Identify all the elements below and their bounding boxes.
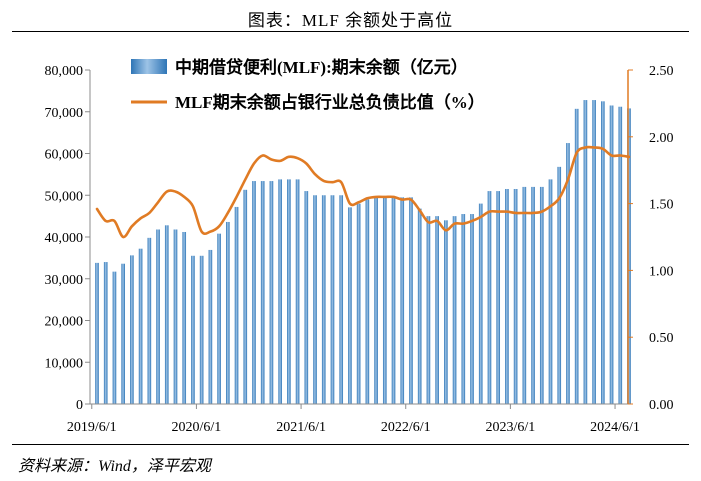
line-series [95, 145, 631, 239]
mlf-balance-bar [269, 181, 274, 404]
mlf-balance-bar [225, 221, 230, 404]
mlf-balance-bar [496, 191, 501, 404]
left-tick-label: 20,000 [45, 315, 84, 330]
mlf-balance-bar [321, 195, 326, 404]
right-tick-label: 2.00 [649, 131, 674, 146]
mlf-balance-bar [95, 262, 99, 404]
axes: 0 10,000 20,000 30,000 40,000 50,000 60,000 70,… [45, 64, 674, 435]
mlf-balance-bar [461, 214, 466, 404]
mlf-balance-bar [478, 203, 483, 404]
mlf-balance-bar [566, 143, 570, 404]
mlf-balance-bar [304, 191, 309, 404]
mlf-balance-bar [147, 237, 152, 404]
mlf-balance-bar [313, 195, 317, 404]
mlf-balance-bar [382, 197, 387, 404]
mlf-balance-bar [531, 186, 535, 404]
mlf-balance-bar [295, 179, 300, 404]
mlf-balance-bar [618, 106, 623, 405]
mlf-balance-bar [164, 225, 169, 404]
legend-bar-label: 中期借贷便利(MLF):期末余额（亿元） [175, 57, 468, 77]
mlf-balance-bar [156, 229, 160, 404]
mlf-balance-bar [592, 100, 596, 404]
mlf-balance-bar [409, 197, 413, 404]
mlf-balance-bar [522, 186, 527, 404]
left-tick-label: 40,000 [45, 231, 84, 246]
mlf-balance-bar [426, 216, 431, 405]
right-tick-label: 1.50 [649, 198, 674, 213]
right-tick-label: 0.50 [649, 331, 674, 346]
legend: 中期借贷便利(MLF):期末余额（亿元） MLF期末余额占银行业总负债比值（%） [131, 57, 485, 112]
mlf-balance-bar [400, 197, 405, 404]
mlf-balance-bar [574, 108, 579, 404]
mlf-balance-bar [252, 181, 256, 404]
mlf-balance-bar [391, 197, 396, 404]
mlf-balance-bar [339, 195, 344, 404]
left-tick-label: 70,000 [45, 106, 84, 121]
mlf-balance-bar [138, 248, 143, 404]
legend-line-label: MLF期末余额占银行业总负债比值（%） [175, 92, 485, 112]
mlf-ratio-line [95, 145, 631, 239]
mlf-balance-bar [487, 191, 492, 404]
mlf-balance-bar [417, 208, 422, 404]
mlf-balance-bar [217, 233, 221, 404]
mlf-balance-bar [234, 206, 239, 404]
mlf-balance-bar [182, 231, 187, 404]
mlf-balance-bar [557, 166, 562, 404]
legend-bar-swatch [131, 59, 167, 74]
left-tick-label: 0 [76, 398, 83, 413]
mlf-balance-bar [609, 105, 614, 405]
chart-title: 图表：MLF 余额处于高位 [247, 11, 454, 30]
mlf-balance-bar [287, 179, 291, 404]
mlf-balance-bar [513, 188, 518, 404]
left-tick-label: 10,000 [45, 356, 84, 371]
mlf-balance-bar [130, 255, 134, 404]
mlf-balance-bar [260, 181, 265, 404]
mlf-balance-bar [435, 216, 439, 405]
mlf-balance-bar [452, 216, 457, 405]
left-tick-label: 30,000 [45, 273, 84, 288]
mlf-balance-bar [505, 188, 509, 404]
mlf-balance-bar [112, 271, 117, 404]
mlf-balance-bar [121, 263, 125, 404]
mlf-balance-bar [548, 179, 553, 404]
left-tick-label: 60,000 [45, 148, 84, 163]
x-tick-label: 2021/6/1 [276, 420, 326, 435]
mlf-balance-bar [365, 199, 370, 404]
x-tick-label: 2020/6/1 [172, 420, 222, 435]
x-tick-label: 2024/6/1 [590, 420, 640, 435]
mlf-balance-bar [356, 203, 361, 404]
mlf-balance-bar [374, 197, 378, 404]
x-tick-label: 2022/6/1 [381, 420, 431, 435]
mlf-balance-bar [278, 179, 282, 404]
mlf-balance-bar [444, 220, 448, 404]
right-tick-label: 1.00 [649, 264, 674, 279]
mlf-balance-bar [539, 186, 544, 404]
bar-series [95, 100, 631, 405]
right-tick-label: 0.00 [649, 398, 674, 413]
left-tick-label: 80,000 [45, 64, 84, 79]
mlf-balance-bar [103, 262, 108, 404]
mlf-balance-bar [348, 207, 352, 404]
mlf-balance-bar [208, 249, 213, 404]
mlf-balance-bar [583, 100, 588, 404]
mlf-balance-bar [199, 255, 204, 404]
x-tick-label: 2019/6/1 [67, 420, 117, 435]
mlf-balance-bar [243, 189, 248, 404]
right-tick-label: 2.50 [649, 64, 674, 79]
x-tick-label: 2023/6/1 [485, 420, 535, 435]
mlf-balance-bar [470, 214, 474, 404]
bottom-rule [12, 444, 689, 445]
mlf-balance-bar [173, 229, 178, 404]
mlf-balance-bar [601, 101, 605, 404]
top-rule [12, 31, 689, 32]
left-tick-label: 50,000 [45, 189, 84, 204]
mlf-balance-bar [330, 195, 335, 404]
mlf-balance-bar [627, 108, 631, 404]
source-note: 资料来源：Wind，泽平宏观 [18, 458, 211, 475]
mlf-balance-bar [191, 255, 195, 404]
